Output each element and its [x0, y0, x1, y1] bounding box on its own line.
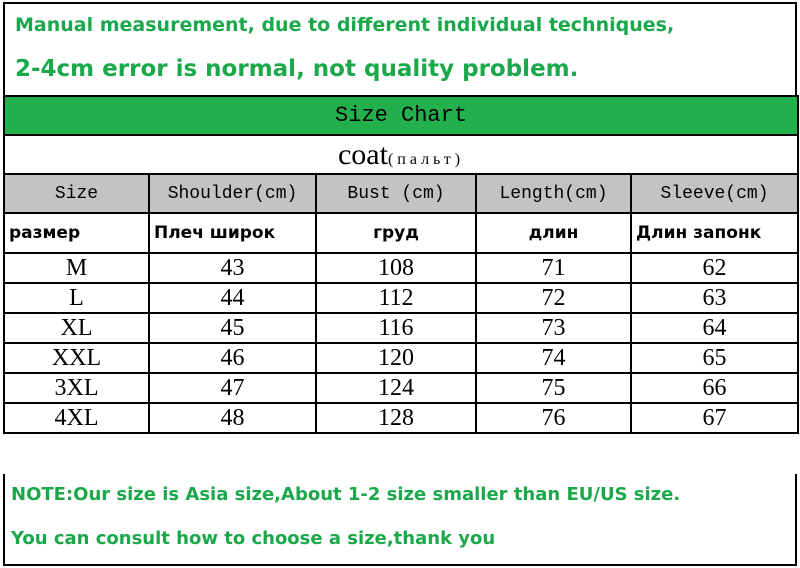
cell: L: [3, 282, 150, 314]
data-row: 3XL 47 124 75 66: [3, 372, 800, 404]
cell: 73: [475, 312, 632, 344]
cell: M: [3, 252, 150, 284]
cell: 47: [148, 372, 317, 404]
cell: Length(cm): [475, 173, 632, 214]
cell: Sleeve(cm): [629, 173, 800, 214]
cell: длин: [475, 212, 632, 254]
data-row: 4XL 48 128 76 67: [3, 402, 800, 434]
cell: 4XL: [3, 402, 150, 434]
cell: 44: [148, 282, 317, 314]
cell: 66: [629, 372, 800, 404]
data-row: XXL 46 120 74 65: [3, 342, 800, 374]
cell: 67: [629, 402, 800, 434]
cell: 120: [315, 342, 477, 374]
subtitle-note: (пальт): [387, 150, 465, 168]
cell: 65: [629, 342, 800, 374]
cell: 75: [475, 372, 632, 404]
cell: 112: [315, 282, 477, 314]
notes: NOTE:Our size is Asia size,About 1-2 siz…: [3, 474, 797, 566]
cell: 63: [629, 282, 800, 314]
size-table: Size Chart coat(пальт) Size Shoulder(cm) B…: [2, 95, 800, 434]
note: NOTE:Our size is Asia size,About 1-2 siz…: [11, 484, 681, 505]
cell: 71: [475, 252, 632, 284]
cell: 72: [475, 282, 632, 314]
header-line: Manual measurement, due to different ind…: [15, 14, 675, 36]
table-title: Size Chart: [2, 95, 800, 136]
cell: 116: [315, 312, 477, 344]
note: You can consult how to choose a size,tha…: [11, 528, 496, 549]
cell: XL: [3, 312, 150, 344]
header-row-ru: размер Плеч широк груд длин Длин запонк: [3, 212, 800, 254]
cell: 74: [475, 342, 632, 374]
cell: 128: [315, 402, 477, 434]
data-row: M 43 108 71 62: [3, 252, 800, 284]
cell: Bust (cm): [315, 173, 477, 214]
cell: 48: [148, 402, 317, 434]
cell: 43: [148, 252, 317, 284]
cell: 76: [475, 402, 632, 434]
cell: размер: [3, 212, 150, 254]
cell: Shoulder(cm): [148, 173, 317, 214]
cell: XXL: [3, 342, 150, 374]
subtitle: coat: [337, 137, 388, 171]
cell: Длин запонк: [629, 212, 800, 254]
cell: 108: [315, 252, 477, 284]
cell: 64: [629, 312, 800, 344]
data-row: L 44 112 72 63: [3, 282, 800, 314]
cell: 45: [148, 312, 317, 344]
cell: 3XL: [3, 372, 150, 404]
cell: груд: [315, 212, 477, 254]
header-row: Size Shoulder(cm) Bust (cm) Length(cm) Sleev…: [3, 173, 800, 214]
data-row: XL 45 116 73 64: [3, 312, 800, 344]
cell: Плеч широк: [148, 212, 317, 254]
cell: 62: [629, 252, 800, 284]
header: Manual measurement, due to different ind…: [3, 2, 797, 95]
table-subtitle: coat(пальт): [2, 134, 800, 175]
cell: 46: [148, 342, 317, 374]
cell: 124: [315, 372, 477, 404]
header-line: 2-4cm error is normal, not quality probl…: [15, 56, 579, 82]
cell: Size: [3, 173, 150, 214]
